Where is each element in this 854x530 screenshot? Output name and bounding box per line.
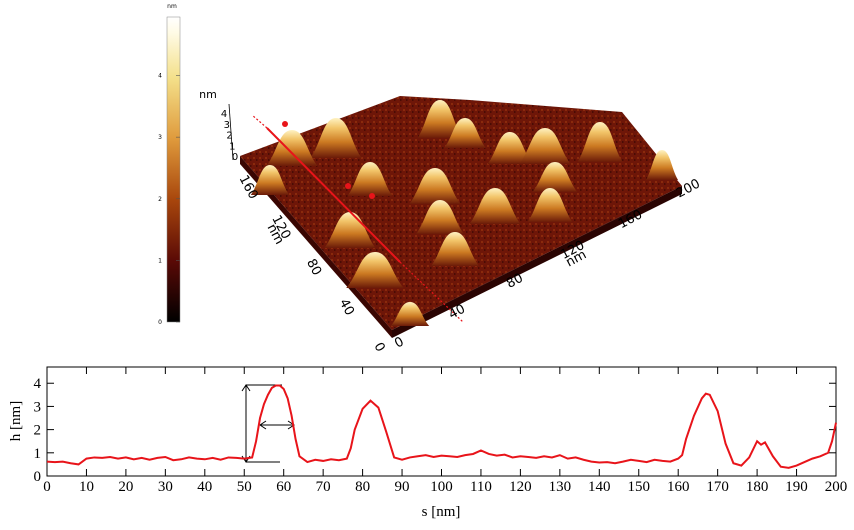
bump bbox=[346, 252, 404, 288]
x-tick-label: 50 bbox=[237, 479, 252, 495]
x_axis-tick-label: 40 bbox=[446, 302, 468, 323]
x-tick-label: 130 bbox=[549, 479, 572, 495]
colorbar-tick-label: 3 bbox=[158, 134, 162, 141]
afm-image: 01234nm040801201602000408012016001234nmn… bbox=[158, 3, 703, 355]
x-tick-label: 110 bbox=[470, 479, 492, 495]
x-tick-label: 30 bbox=[158, 479, 173, 495]
colorbar-tick-label: 2 bbox=[158, 196, 162, 203]
z_axis-tick-label: 3 bbox=[224, 120, 230, 131]
surface-side bbox=[392, 186, 682, 338]
x-tick-label: 20 bbox=[118, 479, 133, 495]
bump bbox=[324, 212, 376, 248]
bump bbox=[310, 118, 362, 158]
z-axis bbox=[228, 103, 234, 161]
x-tick-label: 170 bbox=[706, 479, 729, 495]
x-tick-label: 40 bbox=[197, 479, 212, 495]
bump bbox=[519, 128, 571, 164]
y_axis-tick-label: 40 bbox=[336, 297, 357, 319]
profile-line bbox=[266, 127, 401, 263]
x-tick-label: 190 bbox=[785, 479, 808, 495]
bump bbox=[266, 130, 318, 166]
bump bbox=[469, 188, 521, 224]
bump bbox=[646, 150, 678, 180]
x-tick-label: 80 bbox=[355, 479, 370, 495]
bump bbox=[409, 168, 461, 204]
bumps bbox=[250, 100, 678, 326]
y_axis-tick-label: 0 bbox=[371, 340, 388, 354]
bump bbox=[347, 162, 393, 196]
profile-line bbox=[46, 384, 837, 469]
y-tick-label: 1 bbox=[34, 446, 42, 462]
bump bbox=[527, 188, 573, 222]
x_axis-tick-label: 200 bbox=[674, 176, 703, 201]
x-axis-label: s [nm] bbox=[422, 504, 461, 520]
x-tick-label: 180 bbox=[746, 479, 769, 495]
x-tick-label: 100 bbox=[430, 479, 453, 495]
colorbar-tick-label: 4 bbox=[158, 73, 162, 80]
marker bbox=[345, 183, 351, 189]
x-tick-label: 160 bbox=[667, 479, 690, 495]
x-tick-label: 70 bbox=[316, 479, 331, 495]
x-tick-label: 10 bbox=[79, 479, 94, 495]
x-tick-label: 0 bbox=[43, 479, 51, 495]
bump bbox=[417, 100, 463, 138]
z-axis-label: nm bbox=[199, 88, 217, 101]
bump bbox=[390, 302, 430, 326]
z_axis-tick-label: 4 bbox=[221, 109, 227, 120]
colorbar-unit: nm bbox=[167, 3, 177, 10]
x-tick-label: 140 bbox=[588, 479, 611, 495]
plot-frame bbox=[46, 366, 837, 477]
y_axis-tick-label: 80 bbox=[303, 257, 324, 279]
x-tick-label: 60 bbox=[276, 479, 291, 495]
bump bbox=[416, 200, 464, 234]
y-tick-label: 0 bbox=[34, 469, 42, 485]
marker bbox=[282, 121, 288, 127]
x-tick-label: 150 bbox=[628, 479, 651, 495]
z_axis-tick-label: 2 bbox=[226, 131, 232, 142]
y-tick-label: 3 bbox=[34, 399, 42, 415]
colorbar-tick-label: 1 bbox=[158, 257, 162, 264]
profile-line-ext bbox=[251, 114, 268, 129]
bump bbox=[487, 132, 533, 164]
bump bbox=[577, 122, 623, 162]
bump bbox=[444, 118, 486, 148]
x-tick-label: 90 bbox=[395, 479, 410, 495]
z_axis-tick-label: 0 bbox=[232, 152, 238, 163]
x-tick-label: 120 bbox=[509, 479, 532, 495]
y-tick-label: 4 bbox=[34, 376, 42, 392]
profile-chart: s [nm] h [nm] 0 10 20 30 40 50 60 70 80 90 100 110 1… bbox=[8, 366, 848, 520]
bump bbox=[532, 162, 578, 192]
y-axis-label: h [nm] bbox=[8, 401, 24, 441]
x_axis-tick-label: 0 bbox=[392, 334, 406, 351]
colorbar-tick-label: 0 bbox=[158, 319, 162, 326]
x_axis-tick-label: 80 bbox=[504, 271, 526, 292]
bump bbox=[431, 232, 479, 266]
z_axis-tick-label: 1 bbox=[229, 141, 235, 152]
surface-side bbox=[240, 156, 392, 338]
colorbar bbox=[166, 16, 181, 323]
bump bbox=[250, 165, 290, 195]
profile-line-ext bbox=[399, 261, 464, 323]
marker bbox=[369, 193, 375, 199]
y-tick-label: 2 bbox=[34, 423, 42, 439]
x-tick-label: 200 bbox=[825, 479, 848, 495]
